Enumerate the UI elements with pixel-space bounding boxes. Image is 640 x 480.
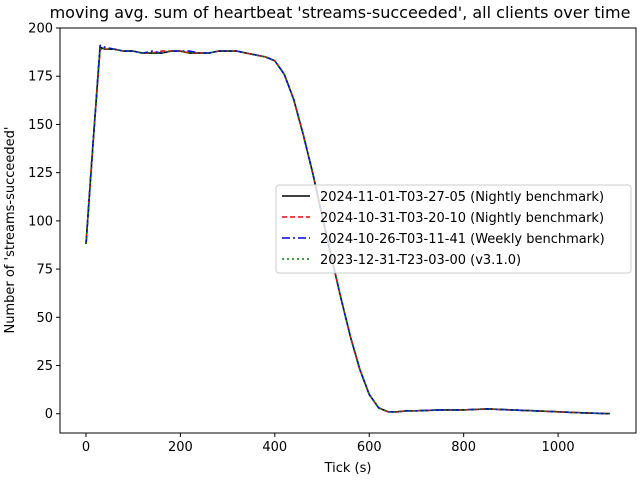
series-line-3: [85, 44, 611, 415]
legend: 2024-11-01-T03-27-05 (Nightly benchmark)…: [275, 184, 632, 274]
y-tick-label: 150: [28, 118, 53, 133]
legend-label: 2024-11-01-T03-27-05 (Nightly benchmark): [320, 190, 604, 205]
x-axis-label: Tick (s): [324, 461, 372, 476]
x-axis: 0 200 400 600 800 1000: [82, 433, 575, 455]
series-line-4: [85, 46, 611, 415]
y-axis: 0 25 50 75 100 125 150 175 200: [28, 22, 60, 422]
x-tick-label: 200: [168, 440, 193, 455]
legend-label: 2024-10-26-T03-11-41 (Weekly benchmark): [320, 232, 605, 247]
chart-title: moving avg. sum of heartbeat 'streams-su…: [50, 3, 631, 22]
plot-frame: [59, 27, 637, 434]
y-tick-label: 125: [28, 166, 53, 181]
y-tick-label: 25: [36, 359, 53, 374]
x-tick-label: 600: [357, 440, 382, 455]
x-tick-label: 1000: [542, 440, 575, 455]
y-tick-label: 75: [36, 263, 53, 278]
x-tick-label: 400: [262, 440, 287, 455]
plot-series: [85, 44, 611, 415]
y-tick-label: 100: [28, 214, 53, 229]
y-tick-label: 50: [36, 311, 53, 326]
y-axis-label: Number of 'streams-succeeded': [3, 127, 18, 334]
y-tick-label: 175: [28, 70, 53, 85]
legend-label: 2024-10-31-T03-20-10 (Nightly benchmark): [320, 211, 604, 226]
y-tick-label: 0: [45, 407, 53, 422]
legend-label: 2023-12-31-T23-03-00 (v3.1.0): [320, 253, 521, 268]
y-tick-label: 200: [28, 22, 53, 37]
x-tick-label: 800: [451, 440, 476, 455]
x-tick-label: 0: [82, 440, 90, 455]
legend-box: [275, 184, 632, 274]
